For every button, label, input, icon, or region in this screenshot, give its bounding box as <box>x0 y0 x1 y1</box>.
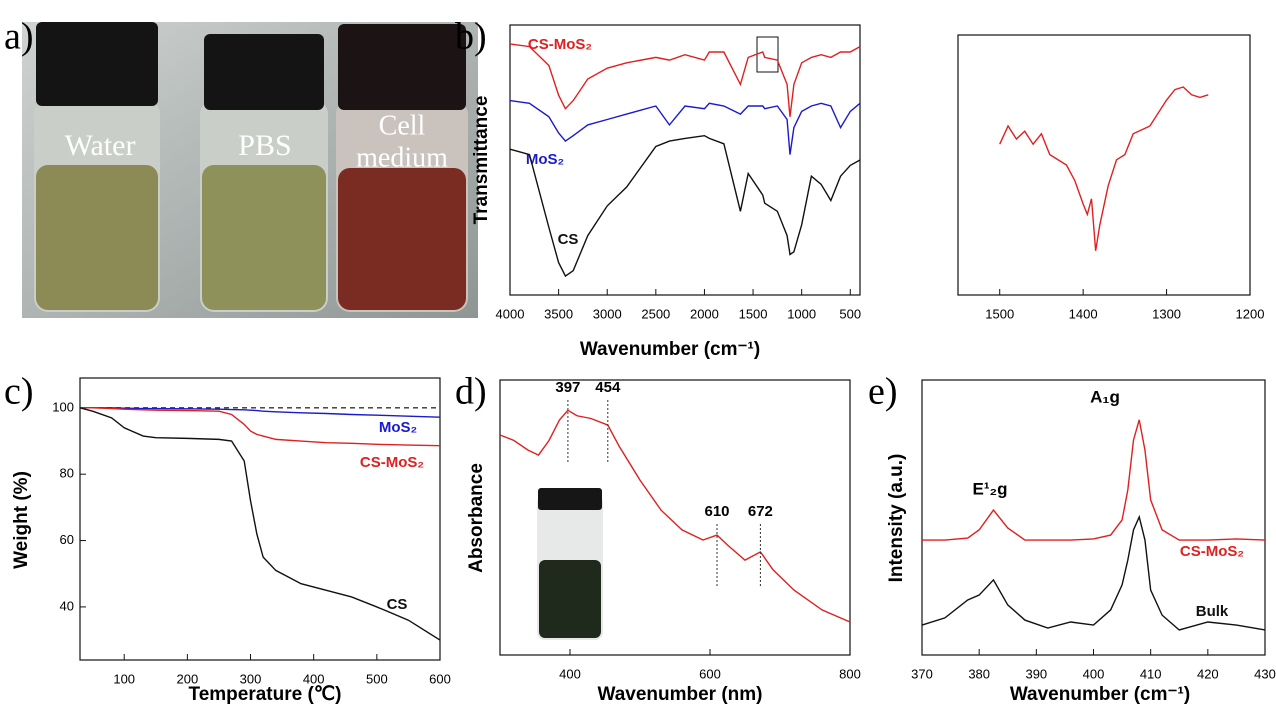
x-tick-label: 300 <box>240 671 262 686</box>
y-tick-label: 40 <box>60 598 74 613</box>
x-tick-label: 430 <box>1254 666 1276 681</box>
panel-label: e) <box>868 371 898 413</box>
series-line <box>499 409 851 623</box>
x-tick-label: 1300 <box>1152 306 1181 321</box>
series-label: CS <box>387 596 408 613</box>
x-tick-label: 1400 <box>1069 306 1098 321</box>
y-tick-label: 80 <box>60 466 74 481</box>
series-label: CS-MoS₂ <box>528 36 592 53</box>
liquid <box>36 165 158 310</box>
x-tick-label: 500 <box>366 671 388 686</box>
x-axis-label: Wavenumber (cm⁻¹) <box>1010 684 1190 705</box>
caption: Water <box>65 129 136 162</box>
series-line <box>922 419 1266 541</box>
x-tick-label: 370 <box>911 666 933 681</box>
caption: PBS <box>238 129 291 162</box>
x-axis-label: Wavenumber (cm⁻¹) <box>580 339 760 360</box>
x-tick-label: 200 <box>177 671 199 686</box>
y-axis-label: Transmittance <box>471 96 492 225</box>
highlight-box <box>756 36 779 73</box>
x-tick-label: 500 <box>839 306 861 321</box>
y-tick-label: 100 <box>52 399 74 414</box>
x-tick-label: 100 <box>113 671 135 686</box>
panel-label: a) <box>4 16 34 58</box>
plot-frame <box>499 379 851 656</box>
x-tick-label: 420 <box>1197 666 1219 681</box>
x-tick-label: 1500 <box>985 306 1014 321</box>
plot-frame <box>957 34 1251 296</box>
cap <box>338 24 466 110</box>
caption: medium <box>356 142 448 173</box>
x-tick-label: 400 <box>559 666 581 681</box>
series-line <box>509 99 861 155</box>
series-line <box>509 43 861 117</box>
y-axis-label: Absorbance <box>466 463 487 573</box>
series-label: CS-MoS₂ <box>360 454 424 471</box>
series-label: MoS₂ <box>379 419 417 436</box>
cap <box>538 488 602 510</box>
x-axis-label: Wavenumber (nm) <box>597 684 762 705</box>
series-label: CS-MoS₂ <box>1180 543 1244 560</box>
liquid <box>202 165 326 310</box>
x-tick-label: 390 <box>1025 666 1047 681</box>
x-tick-label: 380 <box>968 666 990 681</box>
x-tick-label: 1000 <box>787 306 816 321</box>
liquid <box>338 168 466 310</box>
annotation: A₁g <box>1090 387 1120 406</box>
x-tick-label: 600 <box>429 671 451 686</box>
series-label: CS <box>558 231 579 248</box>
series-label: Bulk <box>1196 603 1229 620</box>
peak-label: 610 <box>704 503 729 520</box>
annotation: E¹₂g <box>973 479 1008 498</box>
peak-label: 397 <box>555 379 580 396</box>
x-tick-label: 2500 <box>641 306 670 321</box>
series-line <box>80 407 441 447</box>
x-tick-label: 1500 <box>739 306 768 321</box>
peak-label: 454 <box>595 379 621 396</box>
panel-label: b) <box>455 16 487 58</box>
x-tick-label: 600 <box>699 666 721 681</box>
panel-label: c) <box>4 371 34 413</box>
series-label: MoS₂ <box>526 151 564 168</box>
series-line <box>921 514 1266 631</box>
series-line <box>999 86 1209 251</box>
x-tick-label: 400 <box>1083 666 1105 681</box>
x-tick-label: 410 <box>1140 666 1162 681</box>
x-tick-label: 3500 <box>544 306 573 321</box>
x-tick-label: 800 <box>839 666 861 681</box>
y-tick-label: 60 <box>60 532 74 547</box>
cap <box>204 34 324 110</box>
x-tick-label: 4000 <box>496 306 525 321</box>
cap <box>36 22 158 106</box>
x-tick-label: 3000 <box>593 306 622 321</box>
series-line <box>79 407 441 641</box>
panel-label: d) <box>455 371 487 413</box>
y-axis-label: Weight (%) <box>11 471 32 569</box>
y-axis-label: Intensity (a.u.) <box>886 454 907 583</box>
inset-photo <box>537 488 603 640</box>
plot-frame <box>79 377 441 661</box>
series-line <box>80 407 441 418</box>
liquid <box>539 560 601 638</box>
series-line <box>509 134 861 278</box>
photo: Water PBS Cell medium a) <box>4 16 478 318</box>
peak-label: 672 <box>748 503 773 520</box>
x-axis-label: Temperature (℃) <box>189 684 342 705</box>
x-tick-label: 400 <box>303 671 325 686</box>
x-tick-label: 1200 <box>1236 306 1265 321</box>
caption: Cell <box>379 110 426 141</box>
x-tick-label: 2000 <box>690 306 719 321</box>
